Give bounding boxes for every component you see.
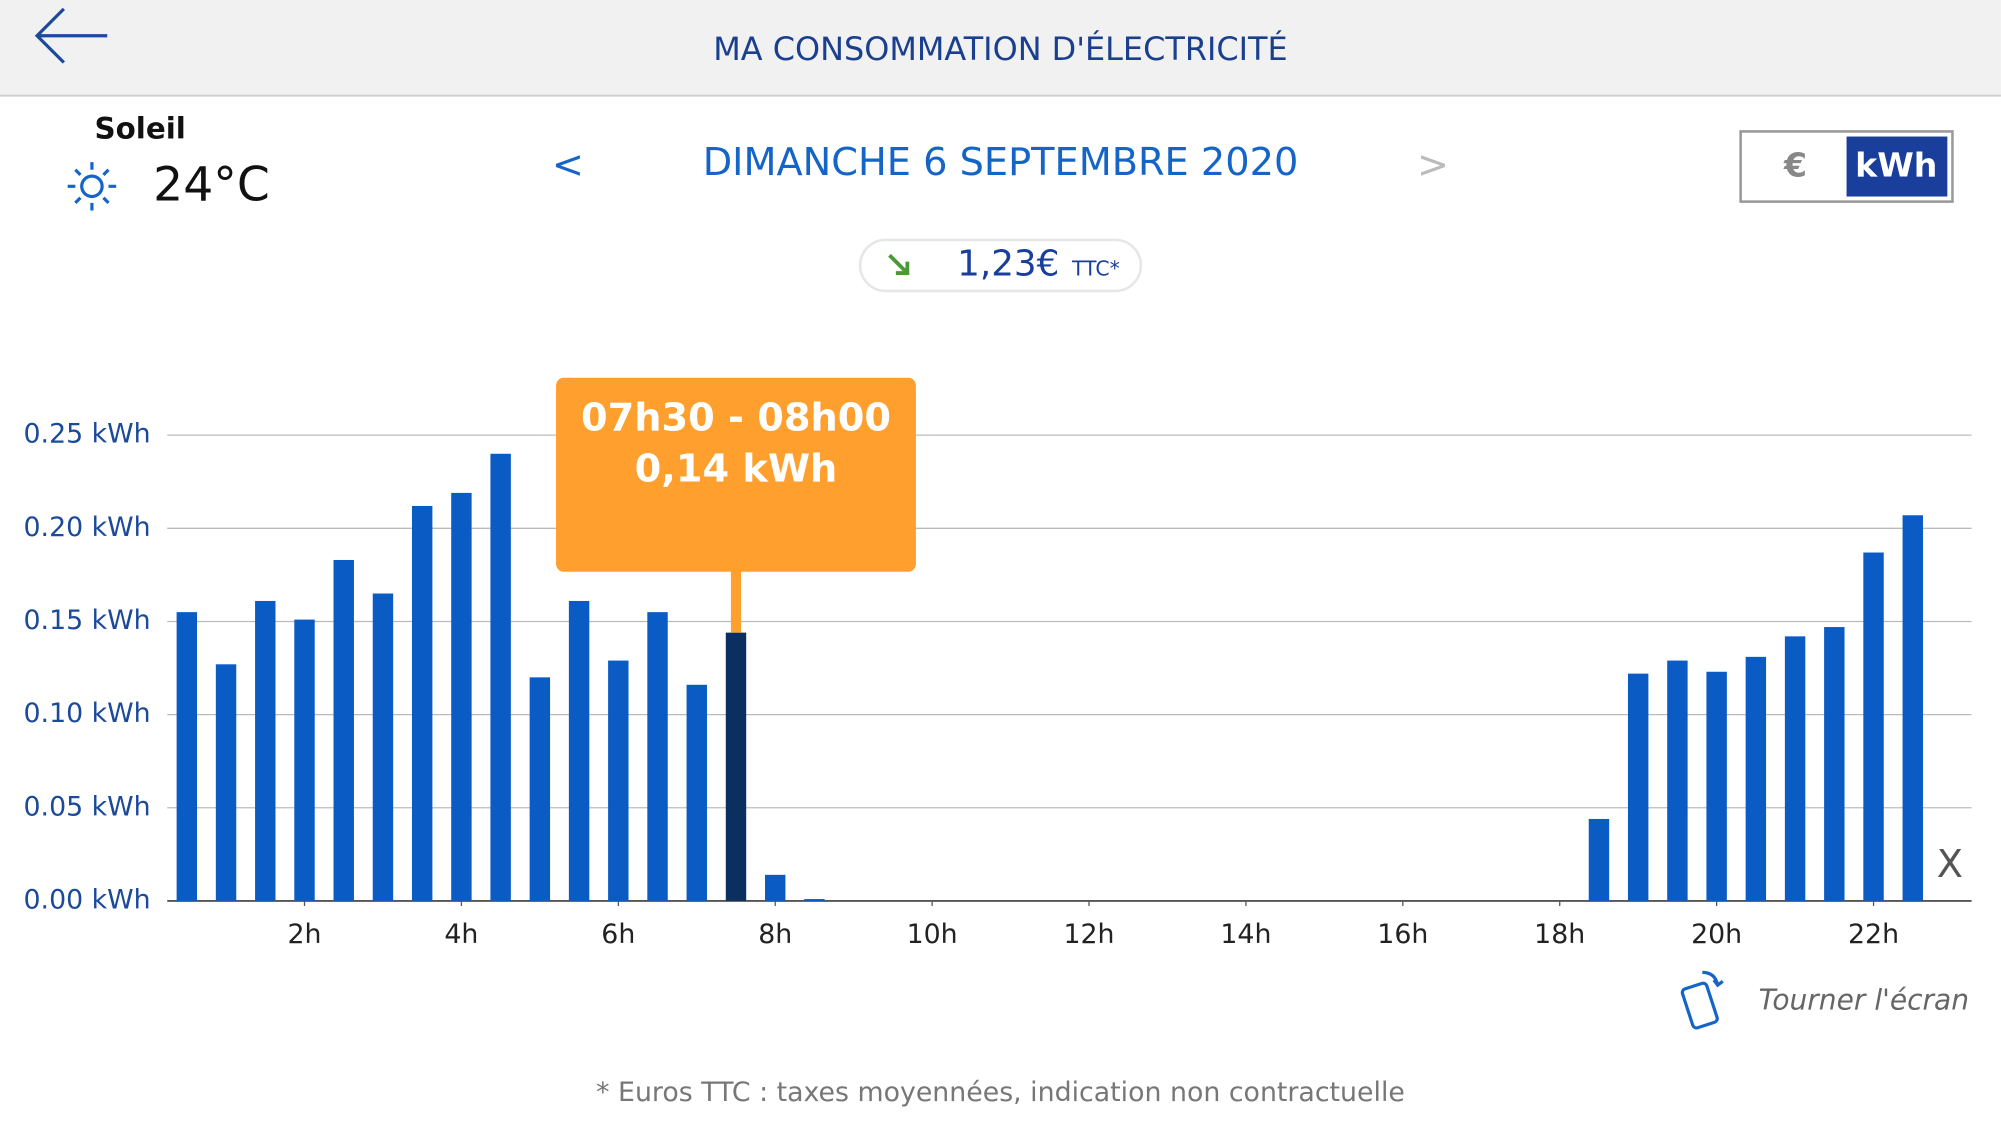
bar	[1824, 627, 1845, 901]
bar	[176, 612, 198, 901]
y-tick-label: 0.25 kWh	[24, 419, 151, 450]
bar	[529, 677, 551, 901]
bar	[411, 505, 433, 901]
bar	[1902, 515, 1923, 901]
rotate-hint[interactable]: Tourner l'écran	[1759, 984, 1969, 1017]
bar	[255, 600, 276, 901]
y-tick-label: 0.20 kWh	[24, 512, 151, 543]
x-tick-label: 12h	[1063, 919, 1114, 950]
bar	[333, 559, 354, 901]
y-tick-label: 0.05 kWh	[24, 791, 151, 822]
bar	[804, 899, 825, 901]
bar	[1667, 660, 1688, 901]
bar	[490, 453, 511, 901]
cost-badge	[858, 238, 1143, 293]
bar	[686, 684, 707, 901]
bar	[215, 664, 237, 901]
y-tick-label: 0.10 kWh	[24, 698, 151, 729]
back-button[interactable]	[34, 7, 108, 64]
bar	[608, 660, 629, 901]
tooltip-box	[556, 377, 916, 572]
cost-amount: 1,23€	[957, 243, 1059, 284]
bar	[1863, 552, 1884, 901]
x-tick-label: 18h	[1534, 919, 1585, 950]
x-tick-label: 6h	[601, 919, 635, 950]
y-tick-label: 0.15 kWh	[24, 605, 151, 636]
cost-suffix: TTC*	[1071, 256, 1120, 280]
close-button[interactable]: X	[1937, 842, 1963, 887]
x-tick-label: 4h	[444, 919, 478, 950]
bar	[647, 612, 668, 901]
bar	[451, 492, 472, 901]
x-tick-label: 22h	[1848, 919, 1899, 950]
unit-euro[interactable]: €	[1783, 146, 1807, 185]
chart: 0.00 kWh 0.05 kWh 0.10 kWh 0.15 kWh 0.20 kWh…	[24, 377, 1972, 950]
prev-day[interactable]: <	[552, 143, 584, 188]
bar	[1745, 656, 1767, 901]
weather-condition: Soleil	[94, 112, 185, 146]
tooltip-title: 07h30 - 08h00	[581, 395, 891, 440]
sun-icon	[67, 162, 117, 211]
x-tick-label: 10h	[907, 919, 958, 950]
x-tick-label: 14h	[1220, 919, 1271, 950]
bar	[1627, 673, 1649, 901]
header-bar	[0, 0, 2001, 96]
unit-kwh-bg[interactable]	[1846, 136, 1948, 197]
x-tick-label: 2h	[287, 919, 321, 950]
temperature: 24°C	[153, 158, 270, 213]
footnote: * Euros TTC : taxes moyennées, indicatio…	[596, 1077, 1405, 1108]
trend-icon	[888, 253, 910, 275]
bar	[765, 874, 786, 901]
next-day[interactable]: >	[1417, 143, 1449, 188]
x-tick-label: 8h	[758, 919, 792, 950]
y-tick-label: 0.00 kWh	[24, 884, 151, 915]
tooltip-value: 0,14 kWh	[635, 446, 838, 491]
bar	[1588, 818, 1610, 901]
bar	[1706, 671, 1727, 901]
back-arrow	[34, 7, 108, 64]
bar	[294, 619, 315, 901]
unit-kwh[interactable]: kWh	[1855, 146, 1937, 185]
date-label: DIMANCHE 6 SEPTEMBRE 2020	[703, 140, 1299, 185]
x-tick-label: 20h	[1691, 919, 1742, 950]
rotate-icon	[1680, 970, 1724, 1030]
bar	[1784, 636, 1806, 901]
x-tick-label: 16h	[1377, 919, 1428, 950]
bar	[725, 632, 747, 901]
bar	[372, 593, 394, 901]
bar	[568, 600, 590, 901]
header-title: MA CONSOMMATION D'ÉLECTRICITÉ	[713, 30, 1287, 68]
